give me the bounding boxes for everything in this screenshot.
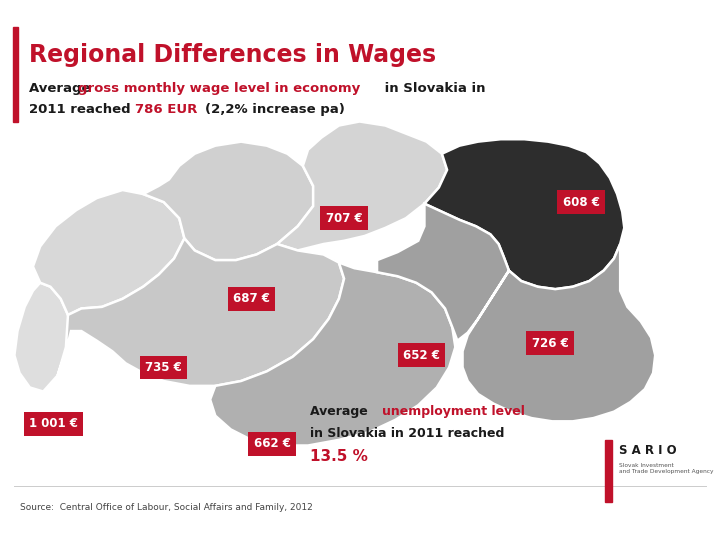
Text: in Slovakia in: in Slovakia in: [380, 82, 486, 95]
Text: 652 €: 652 €: [403, 349, 440, 362]
Text: Source:  Central Office of Labour, Social Affairs and Family, 2012: Source: Central Office of Labour, Social…: [20, 503, 313, 512]
Text: 726 €: 726 €: [532, 336, 569, 349]
Bar: [605, 440, 612, 502]
Text: (2,2% increase pa): (2,2% increase pa): [205, 103, 345, 116]
Text: 2011 reached: 2011 reached: [29, 103, 135, 116]
Text: 662 €: 662 €: [253, 437, 290, 450]
Bar: [13, 27, 18, 122]
Text: 687 €: 687 €: [233, 292, 270, 305]
Polygon shape: [277, 122, 447, 251]
Polygon shape: [143, 141, 313, 260]
Text: 13.5 %: 13.5 %: [310, 449, 367, 464]
Text: gross monthly wage level in economy: gross monthly wage level in economy: [78, 82, 361, 95]
Polygon shape: [424, 139, 624, 289]
Text: Average: Average: [29, 82, 95, 95]
Text: 735 €: 735 €: [145, 361, 182, 374]
Text: Regional Differences in Wages: Regional Differences in Wages: [29, 43, 436, 67]
Text: 707 €: 707 €: [325, 212, 362, 225]
Text: Average: Average: [310, 405, 372, 418]
Text: 1 001 €: 1 001 €: [29, 417, 78, 430]
Text: 786 EUR: 786 EUR: [135, 103, 197, 116]
Polygon shape: [33, 190, 184, 315]
Polygon shape: [14, 283, 71, 392]
Polygon shape: [377, 204, 655, 421]
Text: 608 €: 608 €: [562, 195, 600, 208]
Text: in Slovakia in 2011 reached: in Slovakia in 2011 reached: [310, 427, 504, 440]
Text: S A R I O: S A R I O: [619, 444, 677, 457]
Text: Slovak Investment
and Trade Development Agency: Slovak Investment and Trade Development …: [619, 463, 714, 474]
Polygon shape: [58, 238, 344, 386]
Text: unemployment level: unemployment level: [382, 405, 524, 418]
Polygon shape: [210, 262, 455, 446]
